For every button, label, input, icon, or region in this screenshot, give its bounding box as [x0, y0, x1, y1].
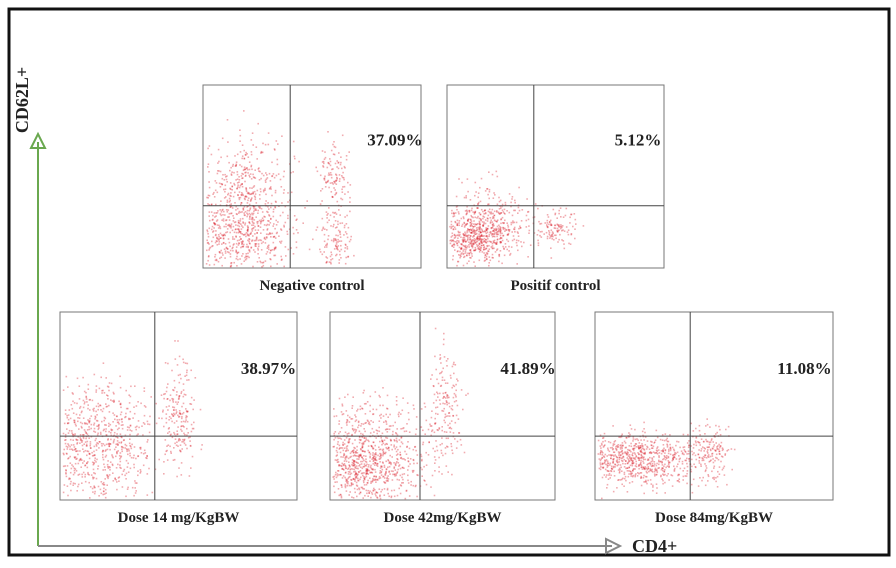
y-arrow-head	[29, 131, 47, 149]
quadrant-percentage: 5.12%	[615, 130, 662, 149]
dot-plot-panel: 38.97% Dose 14 mg/KgBW	[59, 311, 298, 526]
plot-box	[594, 311, 834, 501]
event-cloud	[449, 170, 585, 267]
dot-plot-panel: 11.08% Dose 84mg/KgBW	[594, 311, 834, 526]
y-axis-label: CD62L+	[12, 67, 32, 133]
quadrant-percentage: 41.89%	[500, 359, 555, 378]
event-cloud	[62, 340, 203, 499]
dot-plot-panel: 37.09% Negative control	[202, 84, 422, 294]
dot-plot-panel: 41.89% Dose 42mg/KgBW	[329, 311, 556, 526]
panel-label: Positif control	[510, 278, 600, 294]
quadrant-percentage: 38.97%	[241, 359, 296, 378]
event-cloud	[332, 327, 469, 500]
frame	[7, 7, 891, 557]
x-axis-label: CD4+	[632, 536, 677, 556]
plot-box	[446, 84, 665, 269]
event-cloud	[597, 418, 736, 500]
plot-box	[329, 311, 556, 501]
x-arrow-head	[605, 537, 623, 555]
panel-label: Dose 14 mg/KgBW	[118, 510, 240, 526]
plot-box	[202, 84, 422, 269]
quadrant-percentage: 37.09%	[367, 130, 422, 149]
quadrant-percentage: 11.08%	[777, 359, 831, 378]
plot-box	[59, 311, 298, 501]
dot-plot-panel: 5.12% Positif control	[446, 84, 665, 294]
panel-label: Negative control	[259, 278, 364, 294]
event-cloud	[205, 110, 355, 268]
panel-label: Dose 84mg/KgBW	[655, 510, 773, 526]
panel-label: Dose 42mg/KgBW	[384, 510, 502, 526]
